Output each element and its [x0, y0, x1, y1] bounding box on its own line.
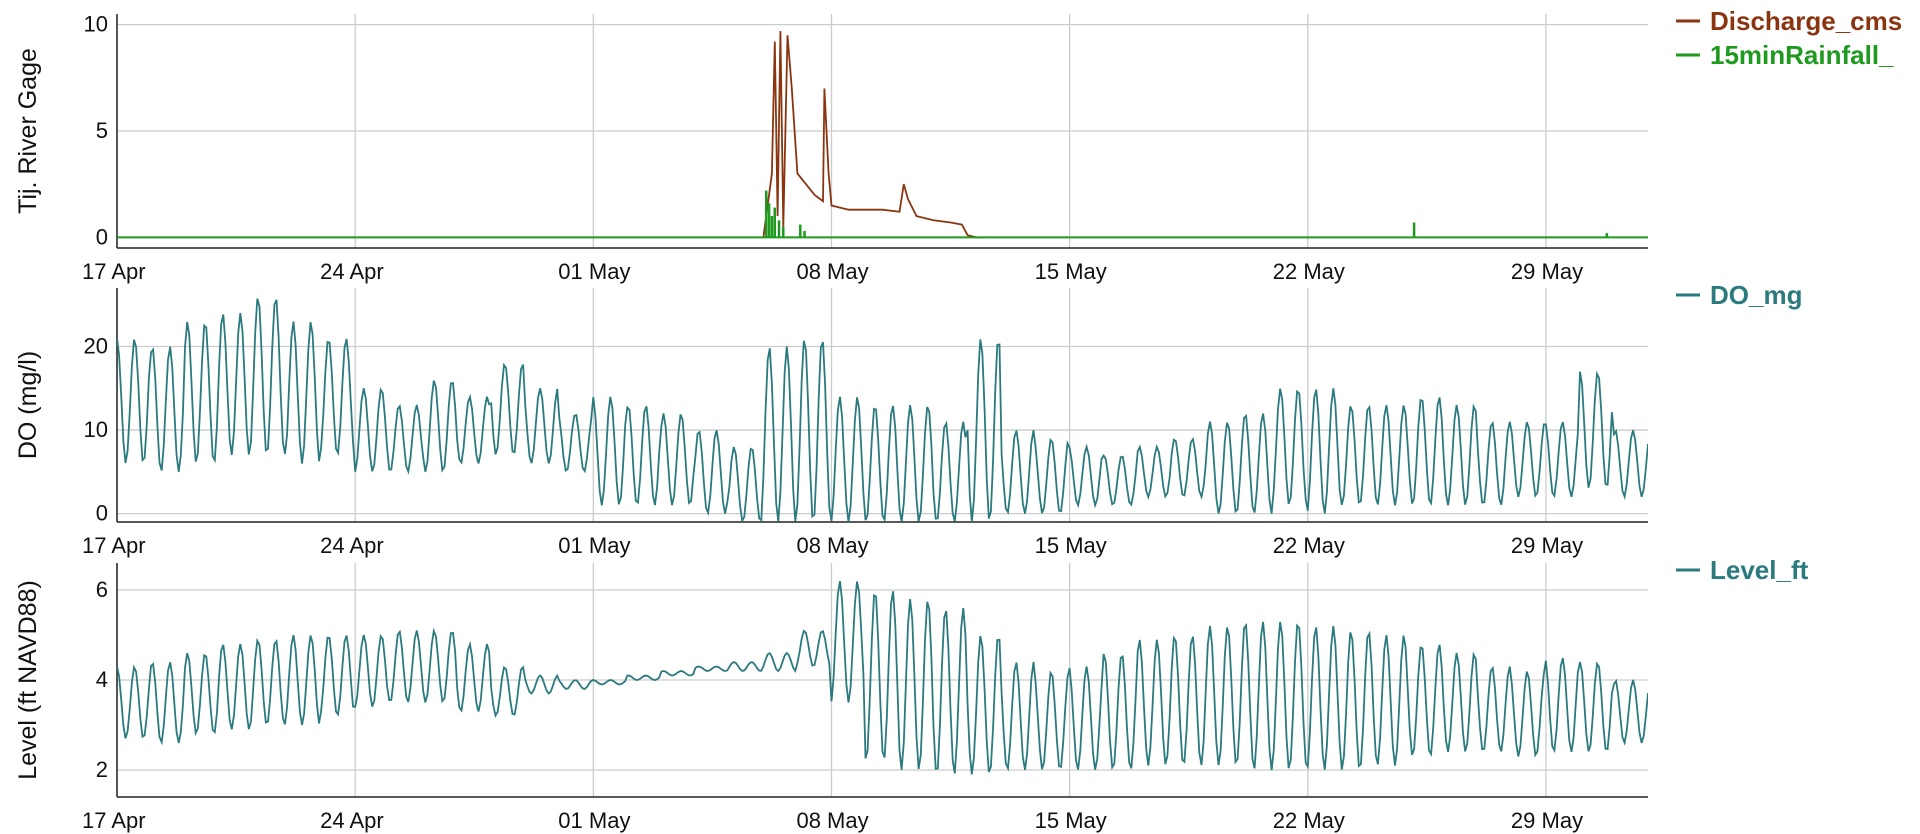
series-line-level_ft	[117, 581, 1648, 775]
legend-label: Level_ft	[1710, 555, 1809, 585]
x-tick-label: 01 May	[558, 533, 630, 558]
x-tick-label: 24 Apr	[320, 533, 384, 558]
series-line-do_mg	[117, 298, 1648, 522]
y-tick-label: 10	[84, 12, 108, 37]
panel-1: 17 Apr 24 Apr 01 May 08 May 15 May 22 May 29 M…	[14, 6, 1902, 284]
x-tick-label: 22 May	[1273, 808, 1345, 833]
x-tick-label: 29 May	[1511, 808, 1583, 833]
x-tick-label: 29 May	[1511, 533, 1583, 558]
x-tick-label: 08 May	[796, 808, 868, 833]
x-tick-label: 15 May	[1035, 808, 1107, 833]
y-tick-label: 5	[96, 118, 108, 143]
y-tick-label: 0	[96, 224, 108, 249]
x-tick-label: 29 May	[1511, 259, 1583, 284]
panel-2: 17 Apr 24 Apr 01 May 08 May 15 May 22 May 29 M…	[14, 280, 1802, 558]
legend-label: DO_mg	[1710, 280, 1802, 310]
y-tick-label: 20	[84, 334, 108, 359]
y-axis-label: DO (mg/l)	[14, 351, 42, 459]
y-axis-label: Tij. River Gage	[14, 48, 42, 214]
y-tick-label: 0	[96, 501, 108, 526]
x-tick-label: 08 May	[796, 259, 868, 284]
x-tick-label: 22 May	[1273, 259, 1345, 284]
y-axis-label: Level (ft NAVD88)	[14, 580, 42, 780]
x-tick-label: 17 Apr	[82, 533, 146, 558]
x-tick-label: 22 May	[1273, 533, 1345, 558]
x-tick-label: 01 May	[558, 808, 630, 833]
x-tick-label: 17 Apr	[82, 259, 146, 284]
x-tick-label: 17 Apr	[82, 808, 146, 833]
x-tick-label: 24 Apr	[320, 259, 384, 284]
y-tick-label: 2	[96, 757, 108, 782]
x-tick-label: 24 Apr	[320, 808, 384, 833]
legend-label: Discharge_cms	[1710, 6, 1902, 36]
x-tick-label: 01 May	[558, 259, 630, 284]
x-tick-label: 15 May	[1035, 533, 1107, 558]
y-tick-label: 4	[96, 667, 108, 692]
y-tick-label: 6	[96, 577, 108, 602]
legend-label: 15minRainfall_	[1710, 40, 1894, 70]
series-line-discharge	[762, 30, 985, 239]
x-tick-label: 08 May	[796, 533, 868, 558]
y-tick-label: 10	[84, 417, 108, 442]
panel-3: 17 Apr 24 Apr 01 May 08 May 15 May 22 May 29 M…	[14, 555, 1809, 833]
x-tick-label: 15 May	[1035, 259, 1107, 284]
